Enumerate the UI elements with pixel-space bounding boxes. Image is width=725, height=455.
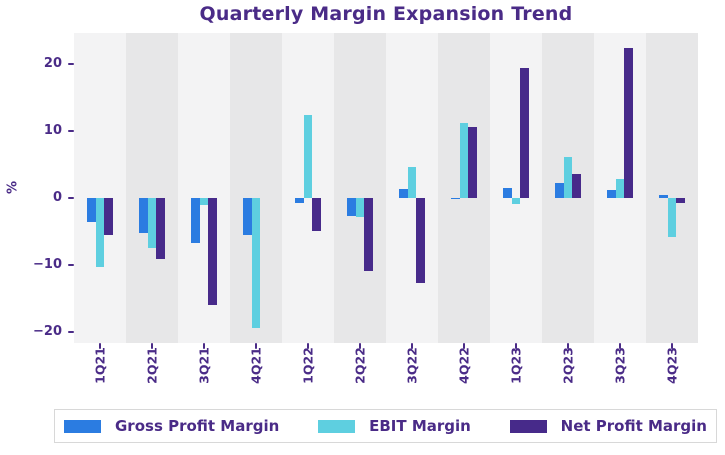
x-tick-label: 4Q21 bbox=[248, 347, 264, 384]
x-tick-label: 2Q21 bbox=[144, 347, 160, 384]
x-tick-label: 3Q23 bbox=[612, 347, 628, 384]
legend-item-net-profit-margin: Net Profit Margin bbox=[509, 417, 707, 435]
plot-band bbox=[334, 33, 386, 343]
bar-3q22 bbox=[407, 166, 417, 198]
plot-band bbox=[178, 33, 230, 343]
x-tick-mark bbox=[671, 343, 673, 349]
bar-1q22 bbox=[312, 198, 321, 232]
bar-1q21 bbox=[87, 198, 96, 223]
x-tick-mark bbox=[411, 343, 413, 349]
plot-band bbox=[74, 33, 126, 343]
x-tick-label: 2Q23 bbox=[560, 347, 576, 384]
bar-2q23 bbox=[555, 182, 564, 198]
bar-2q22 bbox=[347, 198, 356, 217]
bar-2q21 bbox=[139, 198, 148, 234]
legend: Gross Profit Margin EBIT Margin Net Prof… bbox=[54, 409, 717, 443]
x-tick-label: 3Q21 bbox=[196, 347, 212, 384]
bar-1q22 bbox=[295, 198, 304, 204]
legend-item-ebit-margin: EBIT Margin bbox=[318, 417, 471, 435]
plot-area bbox=[74, 33, 698, 343]
y-tick-label: 20 bbox=[43, 56, 62, 72]
legend-label: EBIT Margin bbox=[369, 417, 471, 435]
bar-3q23 bbox=[607, 189, 616, 198]
legend-label: Gross Profit Margin bbox=[115, 417, 280, 435]
net-profit-margin-swatch bbox=[509, 419, 547, 433]
y-tick-mark bbox=[68, 197, 74, 199]
x-tick-label: 2Q22 bbox=[352, 347, 368, 384]
bar-4q23 bbox=[667, 198, 677, 238]
bar-2q23 bbox=[572, 173, 581, 198]
legend-item-gross-profit-margin: Gross Profit Margin bbox=[64, 417, 279, 435]
bar-2q21 bbox=[147, 198, 157, 249]
gross-profit-margin-swatch bbox=[64, 419, 101, 433]
y-tick-mark bbox=[68, 330, 74, 333]
bar-3q22 bbox=[399, 189, 408, 198]
bar-1q23 bbox=[520, 68, 529, 198]
x-tick-label: 3Q22 bbox=[404, 347, 420, 384]
x-tick-label: 1Q21 bbox=[92, 347, 108, 384]
x-tick-label: 4Q23 bbox=[664, 347, 680, 384]
bar-4q21 bbox=[251, 198, 261, 328]
y-tick-label: 10 bbox=[43, 123, 62, 139]
bar-3q21 bbox=[208, 198, 217, 305]
bar-3q23 bbox=[624, 48, 633, 198]
ebit-margin-swatch bbox=[318, 419, 356, 433]
bar-4q22 bbox=[468, 126, 477, 198]
y-tick-label: 0 bbox=[52, 190, 62, 205]
bar-3q21 bbox=[191, 198, 200, 243]
x-tick-mark bbox=[307, 343, 309, 349]
bar-4q23 bbox=[676, 198, 685, 204]
y-tick-label: −10 bbox=[33, 256, 62, 272]
bar-3q23 bbox=[615, 179, 625, 198]
bar-2q22 bbox=[364, 198, 373, 271]
bar-4q22 bbox=[459, 122, 469, 198]
bar-3q21 bbox=[199, 198, 209, 205]
bar-1q23 bbox=[511, 198, 521, 204]
bar-1q21 bbox=[104, 198, 113, 235]
x-tick-mark bbox=[463, 343, 465, 349]
x-tick-mark bbox=[203, 343, 205, 349]
x-tick-mark bbox=[567, 343, 569, 349]
bar-1q22 bbox=[303, 115, 313, 198]
bar-1q21 bbox=[95, 198, 105, 268]
x-tick-label: 1Q22 bbox=[300, 347, 316, 384]
x-tick-mark bbox=[515, 343, 517, 349]
x-tick-mark bbox=[99, 343, 101, 349]
bar-4q23 bbox=[659, 194, 668, 198]
bar-2q23 bbox=[563, 157, 573, 198]
plot-band bbox=[126, 33, 178, 343]
bar-3q22 bbox=[416, 198, 425, 283]
bar-1q23 bbox=[503, 187, 512, 198]
x-tick-mark bbox=[359, 343, 361, 349]
x-tick-label: 4Q22 bbox=[456, 347, 472, 384]
y-tick-mark bbox=[68, 263, 74, 266]
chart-title: Quarterly Margin Expansion Trend bbox=[199, 3, 573, 25]
x-tick-mark bbox=[151, 343, 153, 349]
bar-2q22 bbox=[355, 198, 365, 217]
y-tick-mark bbox=[68, 63, 74, 66]
bar-4q22 bbox=[451, 198, 460, 200]
bar-2q21 bbox=[156, 198, 165, 259]
y-tick-label: −20 bbox=[33, 323, 62, 339]
legend-label: Net Profit Margin bbox=[560, 417, 707, 435]
plot-band bbox=[646, 33, 698, 343]
plot-band bbox=[490, 33, 542, 343]
y-tick-mark bbox=[68, 130, 74, 133]
bar-4q21 bbox=[243, 198, 252, 235]
x-tick-mark bbox=[255, 343, 257, 349]
x-tick-label: 1Q23 bbox=[508, 347, 524, 384]
x-tick-mark bbox=[619, 343, 621, 349]
